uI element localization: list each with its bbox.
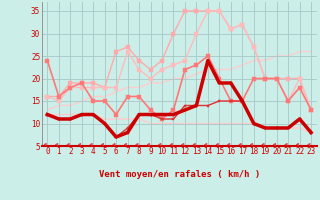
X-axis label: Vent moyen/en rafales ( km/h ): Vent moyen/en rafales ( km/h ) [99, 170, 260, 179]
